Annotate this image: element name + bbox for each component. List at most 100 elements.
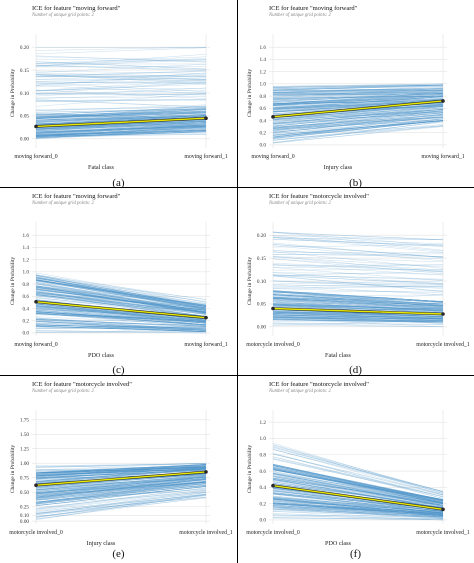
- x-tick-label: moving forward_0: [251, 153, 294, 160]
- ice-line: [272, 106, 444, 125]
- ice-line: [35, 115, 207, 125]
- y-tick-label: 1.75: [20, 418, 29, 424]
- ice-line: [35, 123, 207, 131]
- ice-line: [272, 125, 444, 144]
- pdp-line: [272, 307, 444, 315]
- y-tick-label: 0.05: [20, 114, 29, 120]
- ice-line: [272, 274, 444, 280]
- ice-line: [272, 275, 444, 284]
- ice-line: [272, 280, 444, 286]
- ice-line: [272, 231, 444, 251]
- ice-line: [35, 319, 207, 323]
- y-tick-label: 0.75: [20, 475, 29, 481]
- y-axis-label: Change in Probability: [10, 69, 16, 118]
- y-tick-label: 1.2: [23, 257, 30, 263]
- ice-line: [35, 54, 207, 67]
- ice-line: [35, 275, 207, 305]
- ice-line: [35, 274, 207, 303]
- ice-line: [35, 331, 207, 333]
- ice-line: [272, 231, 444, 240]
- pdp-point: [34, 124, 38, 129]
- ice-line: [272, 456, 444, 497]
- ice-line: [35, 79, 207, 87]
- y-tick-label: 0.00: [20, 519, 29, 525]
- ice-line: [35, 56, 207, 61]
- ice-line: [272, 83, 444, 87]
- ice-line: [35, 99, 207, 108]
- ice-line: [272, 446, 444, 494]
- panel-subtitle: Number of unique grid points: 2: [269, 201, 331, 206]
- ice-line: [35, 489, 207, 509]
- x-axis-label: Injury class: [324, 164, 353, 171]
- ice-line: [272, 458, 444, 498]
- ice-line: [35, 497, 207, 517]
- ice-line: [272, 120, 444, 138]
- ice-line: [272, 264, 444, 268]
- ice-line: [35, 326, 207, 332]
- ice-line: [35, 307, 207, 321]
- ice-line: [35, 92, 207, 99]
- pdp-point: [271, 306, 275, 311]
- ice-line: [272, 254, 444, 257]
- ice-line: [272, 106, 444, 121]
- ice-line: [35, 65, 207, 70]
- ice-line: [272, 107, 444, 124]
- ice-line: [272, 483, 444, 507]
- ice-lines: [35, 462, 207, 521]
- ice-line: [35, 494, 207, 521]
- ice-line: [272, 116, 444, 130]
- ice-chart-c: 0.0 0.2 0.4 0.6 0.8 1.0 1.2 1.4 1.6 Change in Pro…: [10, 222, 228, 359]
- pdp-point: [271, 115, 275, 119]
- ice-line: [35, 475, 207, 479]
- ice-line: [35, 482, 207, 501]
- ice-line: [272, 250, 444, 257]
- ice-line: [272, 315, 444, 319]
- ice-line: [35, 106, 207, 111]
- ice-line: [272, 493, 444, 512]
- ice-line: [272, 109, 444, 127]
- y-tick-label: 0.50: [20, 490, 29, 496]
- ice-line: [35, 492, 207, 513]
- ice-line: [272, 116, 444, 133]
- x-axis-label: PDO class: [88, 352, 115, 359]
- ice-line: [35, 123, 207, 134]
- ice-line: [35, 58, 207, 62]
- ice-line: [35, 281, 207, 313]
- y-axis-label: Change in Probability: [10, 445, 16, 494]
- ice-line: [35, 487, 207, 510]
- ice-line: [35, 127, 207, 136]
- ice-line: [272, 283, 444, 287]
- ice-line: [35, 291, 207, 314]
- ice-line: [272, 466, 444, 500]
- ice-line: [272, 496, 444, 513]
- ice-line: [35, 74, 207, 77]
- ice-line: [272, 117, 444, 129]
- ice-line: [35, 96, 207, 99]
- ice-line: [272, 452, 444, 499]
- ice-line: [272, 494, 444, 514]
- ice-line: [272, 242, 444, 258]
- ice-line: [35, 477, 207, 491]
- ice-line: [35, 74, 207, 82]
- ice-line: [35, 71, 207, 77]
- ice-line: [272, 472, 444, 501]
- y-tick-label: 1.2: [260, 420, 267, 426]
- y-tick-label: 1.4: [23, 245, 30, 251]
- ice-line: [272, 304, 444, 310]
- ice-line: [272, 318, 444, 328]
- panel-title: ICE for feature "motorcycle involved": [269, 381, 369, 388]
- ice-line: [35, 304, 207, 323]
- pdp-line: [35, 301, 207, 319]
- pdp-point: [34, 483, 38, 488]
- pdp-point: [34, 299, 38, 304]
- ice-line: [272, 256, 444, 273]
- ice-line: [35, 79, 207, 81]
- ice-line: [35, 79, 207, 85]
- ice-line: [272, 319, 444, 323]
- ice-line: [35, 75, 207, 80]
- panel-e: ICE for feature "motorcycle involved" Nu…: [0, 376, 237, 563]
- ice-line: [272, 251, 444, 269]
- y-tick-label: 0.0: [260, 518, 267, 524]
- ice-line: [35, 297, 207, 317]
